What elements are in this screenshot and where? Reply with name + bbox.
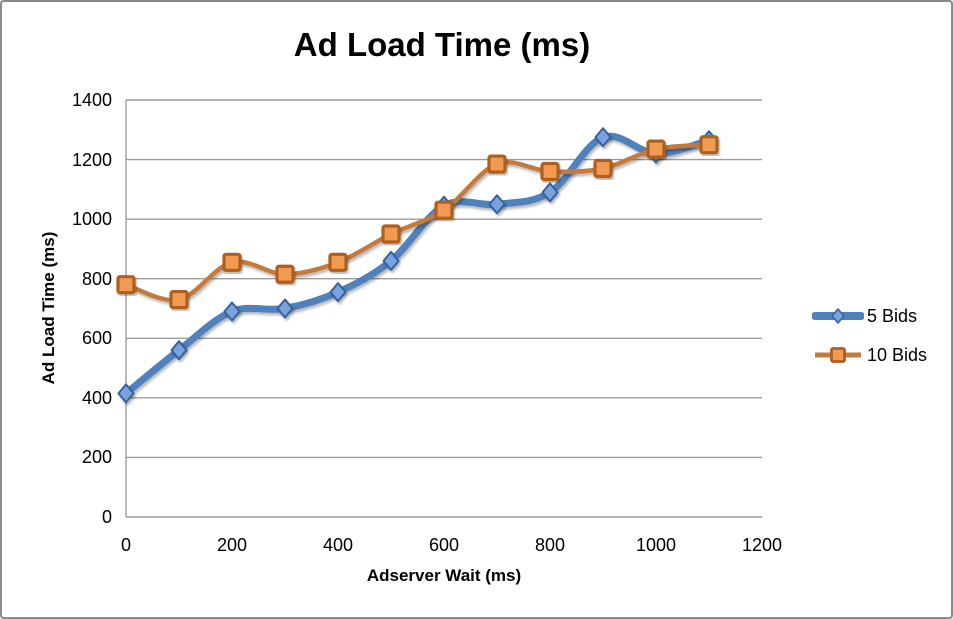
x-tick-label: 1200 xyxy=(741,535,783,555)
data-point-5-bids xyxy=(541,182,559,203)
y-tick-label: 1200 xyxy=(71,149,112,170)
line-5-bids xyxy=(122,132,713,397)
x-axis-title: Adserver Wait (ms) xyxy=(366,566,522,585)
y-axis-title: Ad Load Time (ms) xyxy=(39,231,58,385)
data-point-5-bids xyxy=(382,250,400,271)
x-tick-label: 800 xyxy=(534,535,566,555)
data-point-5-bids xyxy=(488,194,506,215)
legend-item-10-bids: 10 Bids xyxy=(812,344,927,366)
chart-title: Ad Load Time (ms) xyxy=(293,26,591,63)
y-tick-label: 800 xyxy=(81,268,112,289)
y-tick-label: 0 xyxy=(101,507,112,527)
legend-label: 5 Bids xyxy=(867,305,918,326)
diamond-line-swatch-icon xyxy=(812,308,864,324)
data-point-10-bids xyxy=(116,275,136,295)
data-point-10-bids xyxy=(222,252,242,272)
y-tick-label: 1000 xyxy=(71,209,112,230)
data-point-10-bids xyxy=(540,161,560,182)
y-tick-label: 1400 xyxy=(71,90,112,110)
legend-label: 10 Bids xyxy=(867,344,928,365)
x-tick-label: 400 xyxy=(322,535,354,555)
legend-item-5-bids: 5 Bids xyxy=(812,305,927,327)
data-point-5-bids xyxy=(170,340,188,361)
square-line-swatch-icon xyxy=(815,347,861,363)
x-tick-label: 200 xyxy=(216,535,248,555)
x-tick-label: 1000 xyxy=(635,535,677,555)
y-tick-label: 600 xyxy=(81,328,112,349)
data-point-5-bids xyxy=(594,127,612,148)
data-point-10-bids xyxy=(328,252,348,272)
data-point-10-bids xyxy=(593,158,613,179)
data-point-10-bids xyxy=(434,200,454,220)
x-tick-label: 0 xyxy=(120,535,131,555)
legend: 5 Bids 10 Bids xyxy=(812,305,927,366)
data-point-10-bids xyxy=(699,135,719,155)
data-point-5-bids xyxy=(117,383,135,404)
data-point-10-bids xyxy=(487,154,507,174)
data-point-10-bids xyxy=(381,224,401,244)
y-tick-label: 200 xyxy=(81,447,112,468)
data-point-5-bids xyxy=(223,301,241,322)
line-10-bids xyxy=(123,142,712,303)
data-point-5-bids xyxy=(276,298,294,319)
data-point-10-bids xyxy=(169,289,189,310)
y-tick-label: 400 xyxy=(81,387,112,408)
data-point-10-bids xyxy=(275,264,295,284)
data-point-10-bids xyxy=(646,139,666,159)
x-tick-label: 600 xyxy=(428,535,460,555)
data-point-5-bids xyxy=(329,282,347,303)
